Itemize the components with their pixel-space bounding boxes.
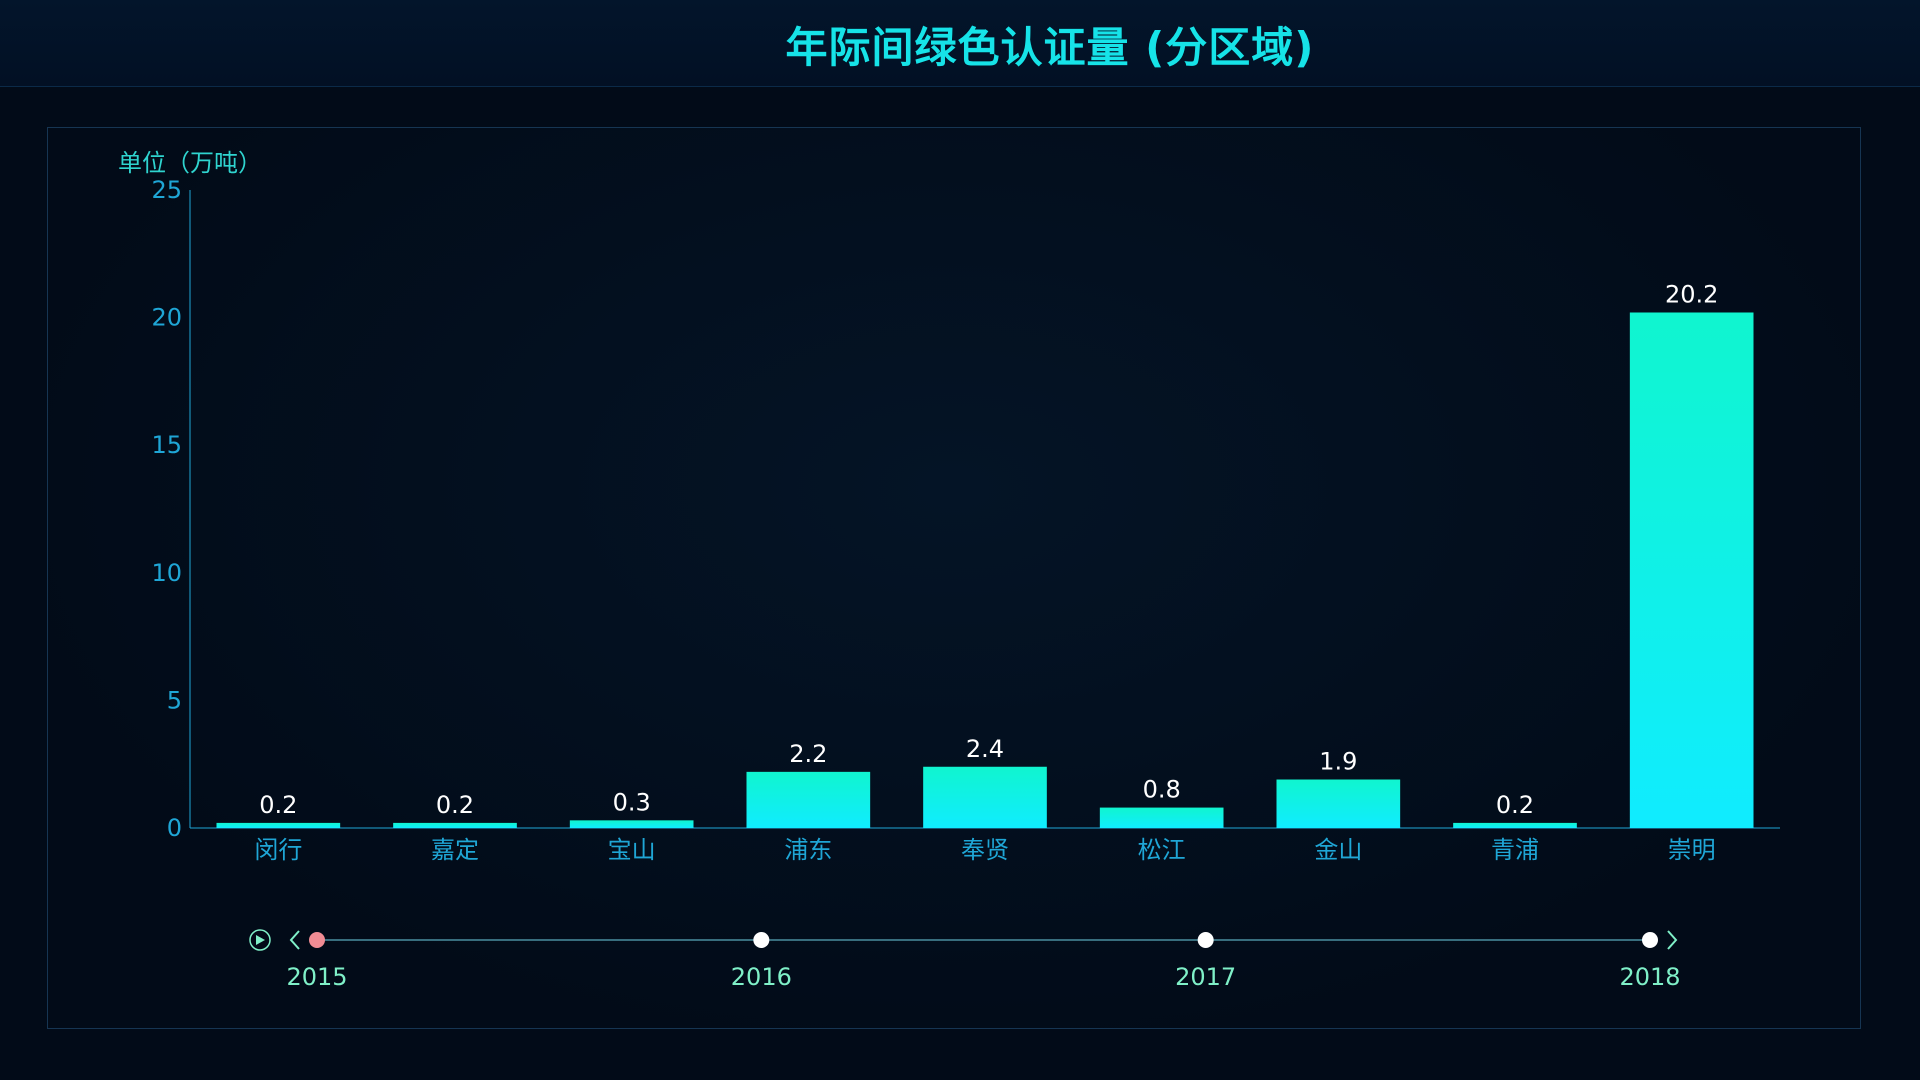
chevron-left-icon[interactable] xyxy=(289,930,300,950)
bar-松江[interactable] xyxy=(1099,807,1224,828)
x-tick-label: 金山 xyxy=(1314,836,1362,864)
bar-value-label: 20.2 xyxy=(1665,280,1718,308)
timeline-year-label[interactable]: 2016 xyxy=(731,963,792,991)
timeline-year-label[interactable]: 2017 xyxy=(1175,963,1236,991)
y-tick-label: 0 xyxy=(167,814,182,842)
x-tick-label: 青浦 xyxy=(1491,836,1539,864)
page-title: 年际间绿色认证量 (分区域) xyxy=(785,23,1315,72)
x-tick-label: 浦东 xyxy=(784,836,832,864)
bar-金山[interactable] xyxy=(1276,779,1401,828)
y-axis-label: 单位（万吨） xyxy=(118,149,262,177)
timeline-year-label[interactable]: 2015 xyxy=(286,963,347,991)
play-triangle-icon[interactable] xyxy=(256,935,265,945)
x-tick-label: 宝山 xyxy=(608,836,656,864)
bar-浦东[interactable] xyxy=(746,771,871,828)
header-bar xyxy=(0,0,1920,87)
bar-value-label: 1.9 xyxy=(1319,748,1357,776)
y-tick-label: 10 xyxy=(151,559,182,587)
bar-宝山[interactable] xyxy=(569,820,694,828)
bar-value-label: 0.2 xyxy=(1496,791,1534,819)
timeline-dot-2015[interactable] xyxy=(309,932,325,948)
x-tick-label: 奉贤 xyxy=(961,836,1009,864)
x-tick-label: 闵行 xyxy=(254,836,302,864)
timeline-dot-2018[interactable] xyxy=(1642,932,1658,948)
x-tick-label: 崇明 xyxy=(1668,836,1716,864)
bar-value-label: 0.2 xyxy=(259,791,297,819)
bar-奉贤[interactable] xyxy=(923,766,1047,828)
chart-panel xyxy=(47,127,1861,1029)
timeline-dot-2017[interactable] xyxy=(1197,932,1214,948)
bar-青浦[interactable] xyxy=(1453,822,1577,828)
y-tick-label: 5 xyxy=(167,686,182,714)
y-tick-label: 25 xyxy=(151,176,182,204)
play-icon[interactable] xyxy=(249,929,271,951)
x-tick-label: 松江 xyxy=(1138,836,1186,864)
bar-闵行[interactable] xyxy=(216,822,341,828)
bar-value-label: 0.3 xyxy=(613,788,651,816)
bar-崇明[interactable] xyxy=(1629,312,1754,829)
bar-value-label: 0.2 xyxy=(436,791,474,819)
timeline-dot-2016[interactable] xyxy=(753,932,770,948)
y-tick-label: 20 xyxy=(151,304,182,332)
x-tick-label: 嘉定 xyxy=(431,836,479,864)
bar-value-label: 2.4 xyxy=(966,735,1004,763)
bar-value-label: 2.2 xyxy=(789,740,827,768)
y-tick-label: 15 xyxy=(151,431,182,459)
bar-value-label: 0.8 xyxy=(1143,776,1181,804)
chevron-right-icon[interactable] xyxy=(1667,930,1678,950)
bar-嘉定[interactable] xyxy=(393,822,517,828)
timeline-year-label[interactable]: 2018 xyxy=(1619,963,1680,991)
